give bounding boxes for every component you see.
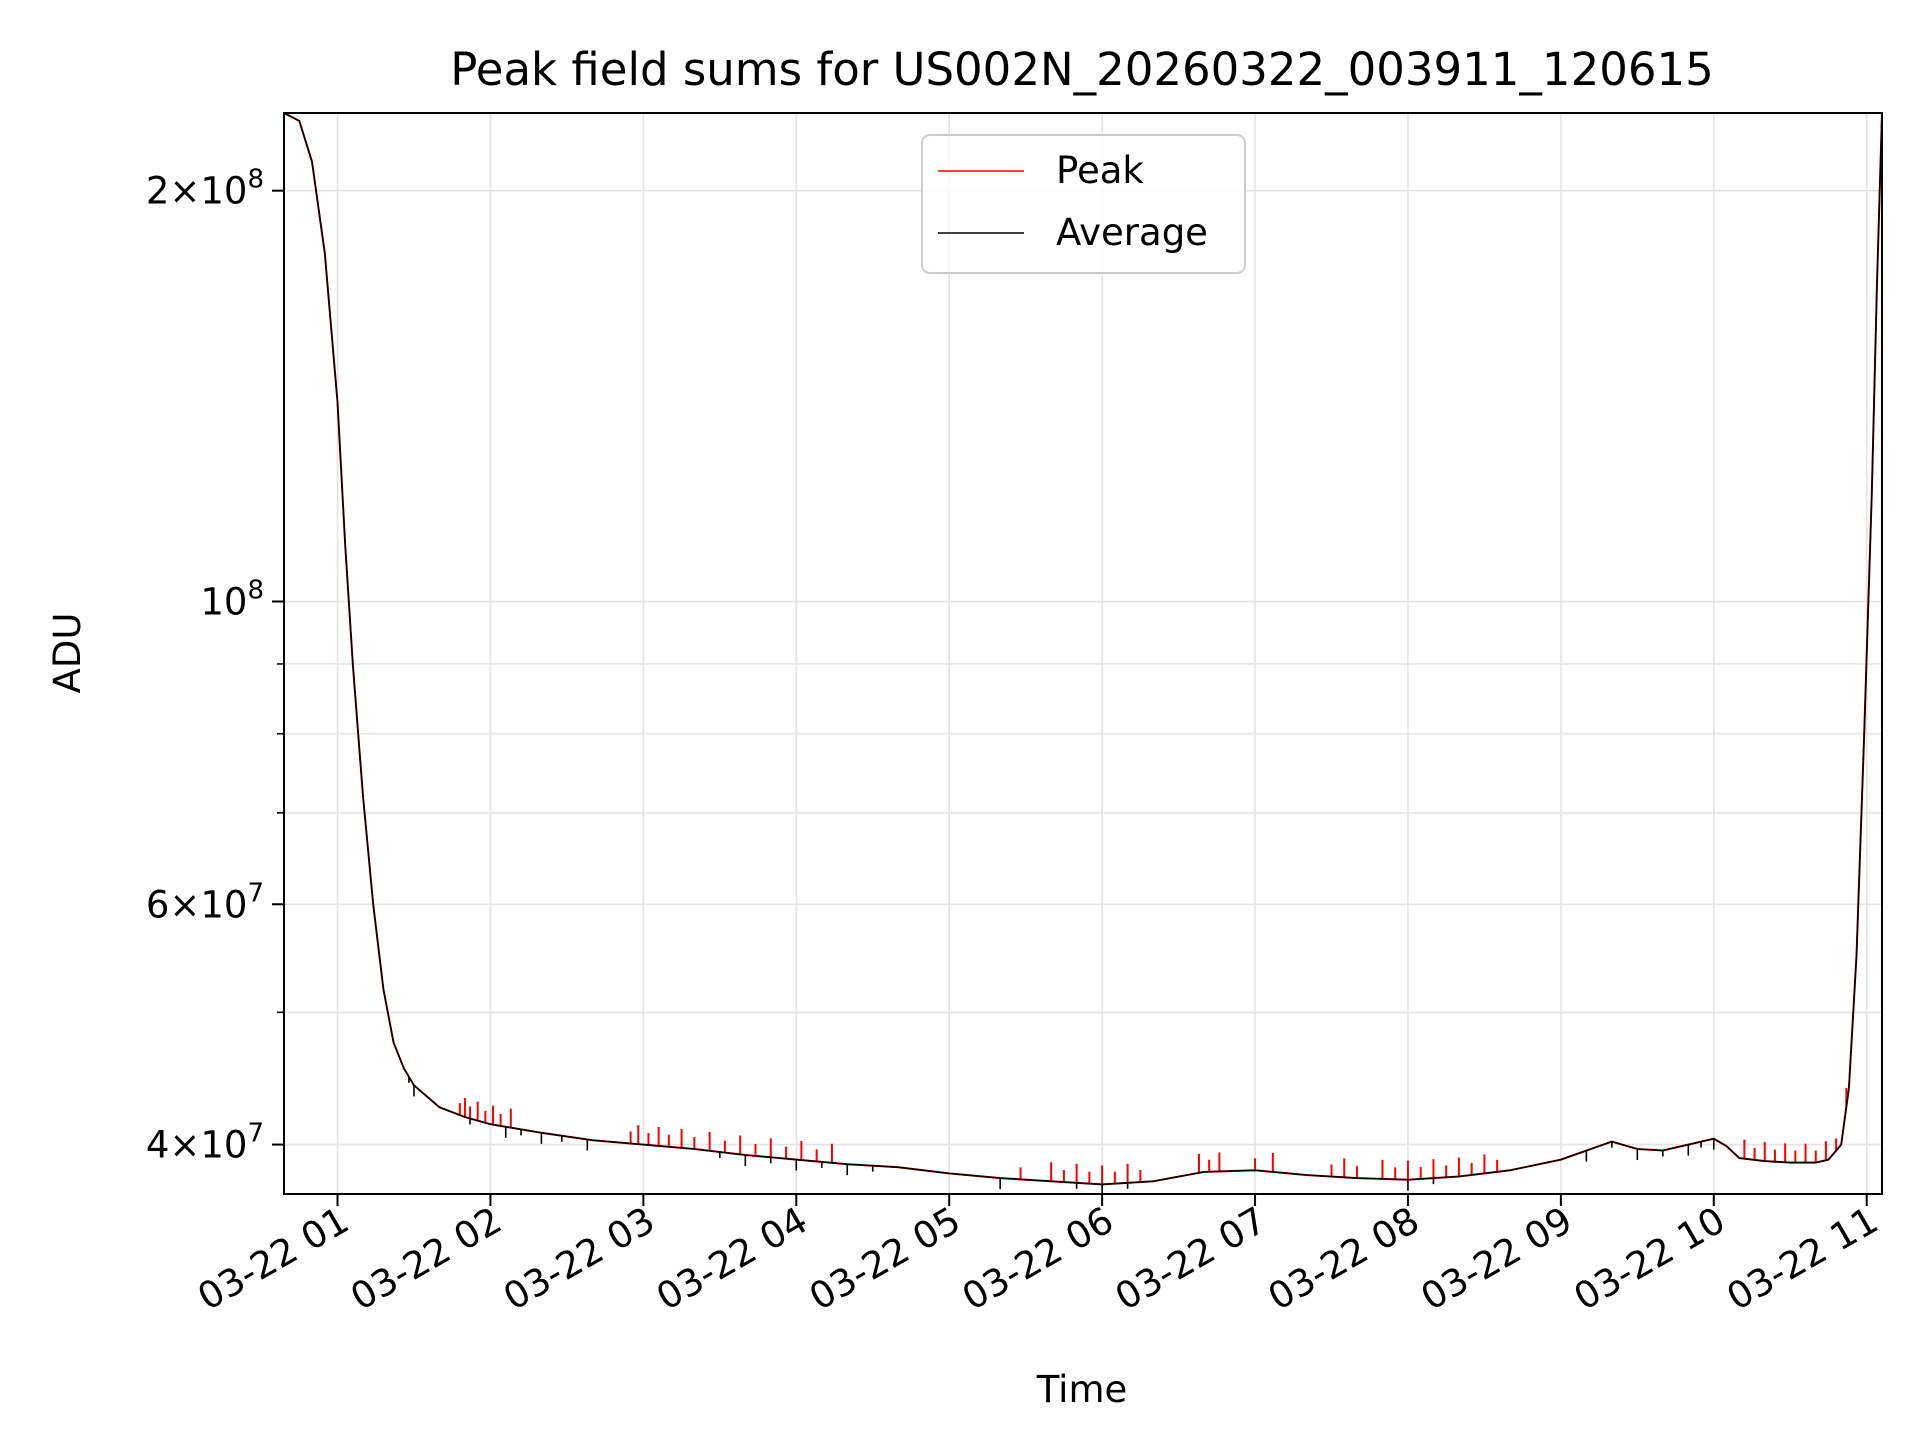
y-tick-exponent: 8 <box>247 575 264 605</box>
y-tick-exponent: 7 <box>247 1119 264 1149</box>
legend-box <box>921 134 1246 274</box>
y-tick-label: 2×108 <box>146 165 264 213</box>
legend: Peak Average <box>921 134 1246 274</box>
y-axis-label: ADU <box>46 613 89 694</box>
plot-frame <box>283 112 1883 1195</box>
plot-series <box>284 113 1882 1194</box>
y-tick-base: 10 <box>200 580 247 623</box>
y-tick-base: 6×10 <box>146 883 248 926</box>
y-tick-label: 108 <box>200 575 264 623</box>
y-tick-label: 4×107 <box>146 1119 264 1167</box>
x-axis-label: Time <box>1036 1368 1128 1411</box>
y-tick-exponent: 8 <box>247 165 264 195</box>
legend-label-average: Average <box>1056 211 1208 254</box>
y-tick-base: 2×10 <box>146 170 248 213</box>
legend-label-peak: Peak <box>1056 149 1144 192</box>
y-tick-label: 6×107 <box>146 878 264 926</box>
y-tick-base: 4×10 <box>146 1124 248 1167</box>
chart-title: Peak field sums for US002N_20260322_0039… <box>450 43 1713 96</box>
y-tick-exponent: 7 <box>247 878 264 908</box>
